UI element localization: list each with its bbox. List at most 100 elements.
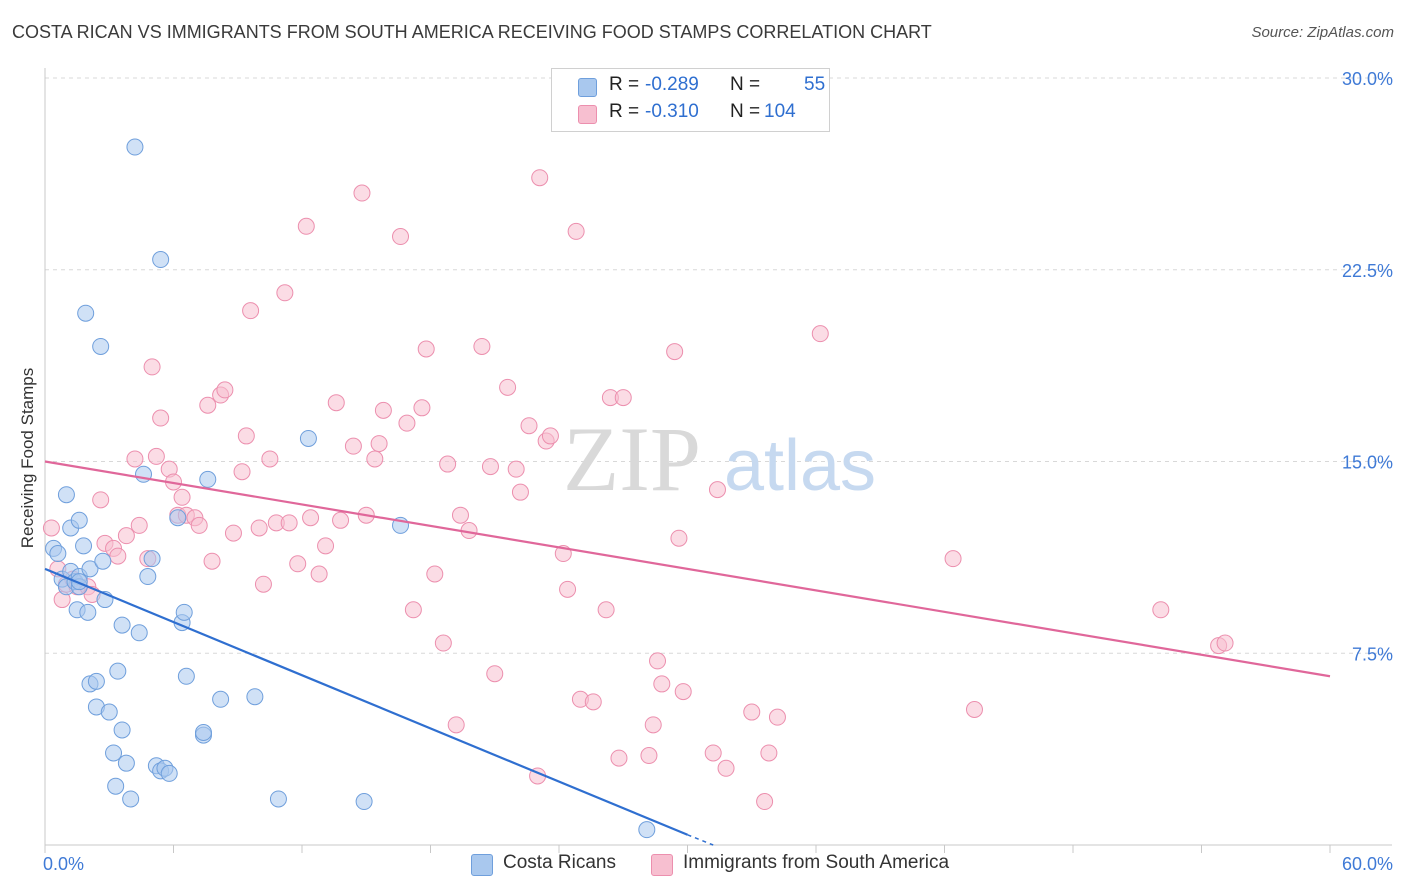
data-point — [426, 565, 444, 583]
y-tick-label: 22.5% — [1342, 261, 1393, 281]
data-point — [190, 516, 208, 534]
data-point — [520, 417, 538, 435]
data-point — [392, 228, 410, 246]
data-point — [105, 744, 123, 762]
data-point — [649, 652, 667, 670]
data-point — [130, 516, 148, 534]
legend-swatch-blue — [471, 854, 493, 876]
data-point — [302, 509, 320, 527]
data-point — [717, 759, 735, 777]
legend-swatch-blue — [578, 78, 597, 97]
data-point — [344, 437, 362, 455]
data-point — [139, 568, 157, 586]
data-point — [57, 486, 75, 504]
data-point — [1216, 634, 1234, 652]
data-point — [75, 537, 93, 555]
data-point — [117, 754, 135, 772]
y-tick-label: 7.5% — [1352, 644, 1393, 664]
data-point — [42, 519, 60, 537]
y-tick-label: 15.0% — [1342, 453, 1393, 473]
legend-r-value: -0.289 — [645, 74, 699, 95]
legend-r-label: R = — [609, 101, 640, 122]
data-point — [100, 703, 118, 721]
data-point — [276, 284, 294, 302]
data-point — [811, 325, 829, 343]
data-point — [413, 399, 431, 417]
data-point — [109, 662, 127, 680]
data-point — [499, 378, 517, 396]
data-point — [246, 688, 264, 706]
data-point — [666, 343, 684, 361]
data-point — [708, 481, 726, 499]
data-point — [233, 463, 251, 481]
data-point — [353, 184, 371, 202]
data-point — [374, 401, 392, 419]
data-point — [610, 749, 628, 767]
data-point — [447, 716, 465, 734]
data-point — [81, 560, 99, 578]
data-point — [704, 744, 722, 762]
data-point — [49, 545, 67, 563]
chart-title: COSTA RICAN VS IMMIGRANTS FROM SOUTH AME… — [12, 22, 932, 42]
data-point — [404, 601, 422, 619]
data-point — [760, 744, 778, 762]
data-point — [327, 394, 345, 412]
data-point — [173, 488, 191, 506]
legend-swatch-pink — [651, 854, 673, 876]
axes — [44, 68, 1392, 853]
data-point — [434, 634, 452, 652]
data-point — [531, 169, 549, 187]
watermark-zip: ZIP — [563, 408, 701, 510]
data-point — [614, 389, 632, 407]
data-point — [194, 724, 212, 742]
data-point — [944, 550, 962, 568]
trend-lines — [44, 460, 1331, 846]
data-point — [113, 616, 131, 634]
data-point — [130, 624, 148, 642]
data-point — [1152, 601, 1170, 619]
data-point — [169, 509, 187, 527]
data-point — [289, 555, 307, 573]
data-point — [299, 429, 317, 447]
data-point — [473, 337, 491, 355]
data-point — [674, 683, 692, 701]
legend-row-costa-ricans: R = -0.289 N = 55 — [552, 74, 829, 100]
data-point — [417, 340, 435, 358]
data-point — [92, 337, 110, 355]
data-point — [370, 435, 388, 453]
data-point — [113, 721, 131, 739]
data-point — [203, 552, 221, 570]
trend-line-costa-ricans-extension — [687, 834, 714, 846]
legend-n-value: 104 — [764, 101, 796, 122]
data-point — [160, 764, 178, 782]
data-point — [109, 547, 127, 565]
legend-n-label: N = — [730, 101, 761, 122]
data-point — [451, 506, 469, 524]
tick-labels: 7.5% 15.0% 22.5% 30.0% 0.0% 60.0% — [43, 69, 1393, 874]
data-point — [653, 675, 671, 693]
data-point — [224, 524, 242, 542]
data-point — [122, 790, 140, 808]
data-point — [559, 580, 577, 598]
correlation-legend: R = -0.289 N = 55 R = -0.310 N = 104 — [551, 68, 830, 132]
data-point — [92, 491, 110, 509]
data-point — [597, 601, 615, 619]
data-point — [507, 460, 525, 478]
data-point — [965, 700, 983, 718]
data-point — [216, 381, 234, 399]
data-point — [70, 511, 88, 529]
legend-n-label: N = — [730, 74, 761, 95]
data-point — [242, 302, 260, 320]
data-point — [175, 603, 193, 621]
legend-row-immigrants: R = -0.310 N = 104 — [552, 101, 829, 127]
data-point — [317, 537, 335, 555]
data-point — [143, 358, 161, 376]
legend-label: Immigrants from South America — [683, 852, 950, 873]
data-point — [640, 747, 658, 765]
data-point — [584, 693, 602, 711]
data-point — [212, 690, 230, 708]
data-point — [638, 821, 656, 839]
data-point — [439, 455, 457, 473]
data-point — [486, 665, 504, 683]
